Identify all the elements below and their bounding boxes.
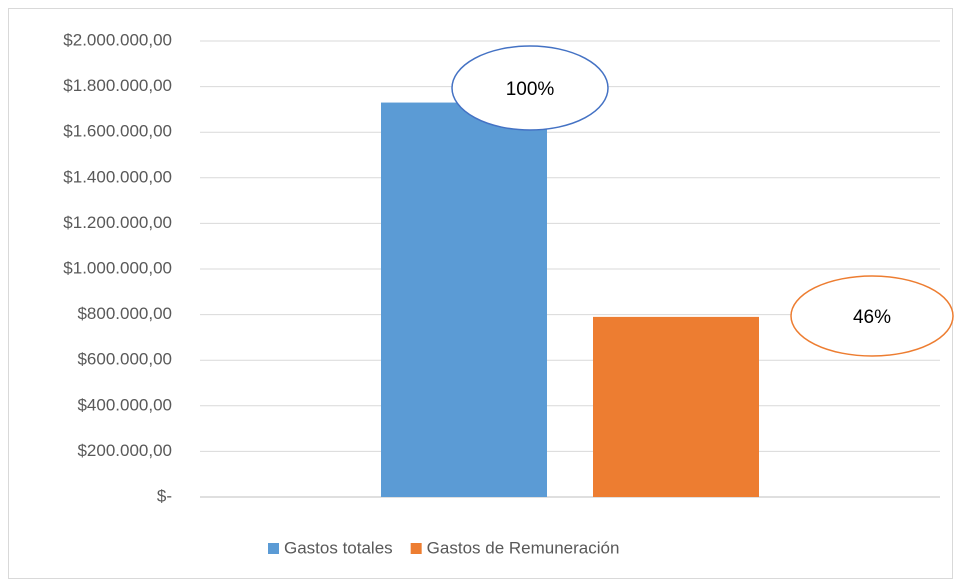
annotation: 46%	[853, 307, 891, 328]
annotation: 100%	[506, 79, 555, 100]
y-tick-label: $800.000,00	[77, 304, 172, 323]
y-tick-label: $200.000,00	[77, 441, 172, 460]
y-tick-label: $400.000,00	[77, 395, 172, 414]
legend-label: Gastos de Remuneración	[427, 538, 620, 557]
bar	[593, 316, 759, 497]
y-tick-label: $1.200.000,00	[63, 213, 172, 232]
y-tick-label: $1.800.000,00	[63, 76, 172, 95]
legend-swatch	[268, 543, 279, 554]
y-tick-label: $1.000.000,00	[63, 258, 172, 277]
annotation-ellipse	[451, 45, 609, 131]
legend-label: Gastos totales	[284, 538, 393, 557]
bar	[381, 102, 547, 497]
y-tick-label: $2.000.000,00	[63, 30, 172, 49]
annotation-ellipse	[790, 275, 954, 357]
y-tick-label: $-	[157, 486, 172, 505]
y-tick-label: $1.600.000,00	[63, 122, 172, 141]
legend-swatch	[410, 543, 422, 554]
y-tick-label: $600.000,00	[77, 350, 172, 369]
y-tick-label: $1.400.000,00	[63, 167, 172, 186]
